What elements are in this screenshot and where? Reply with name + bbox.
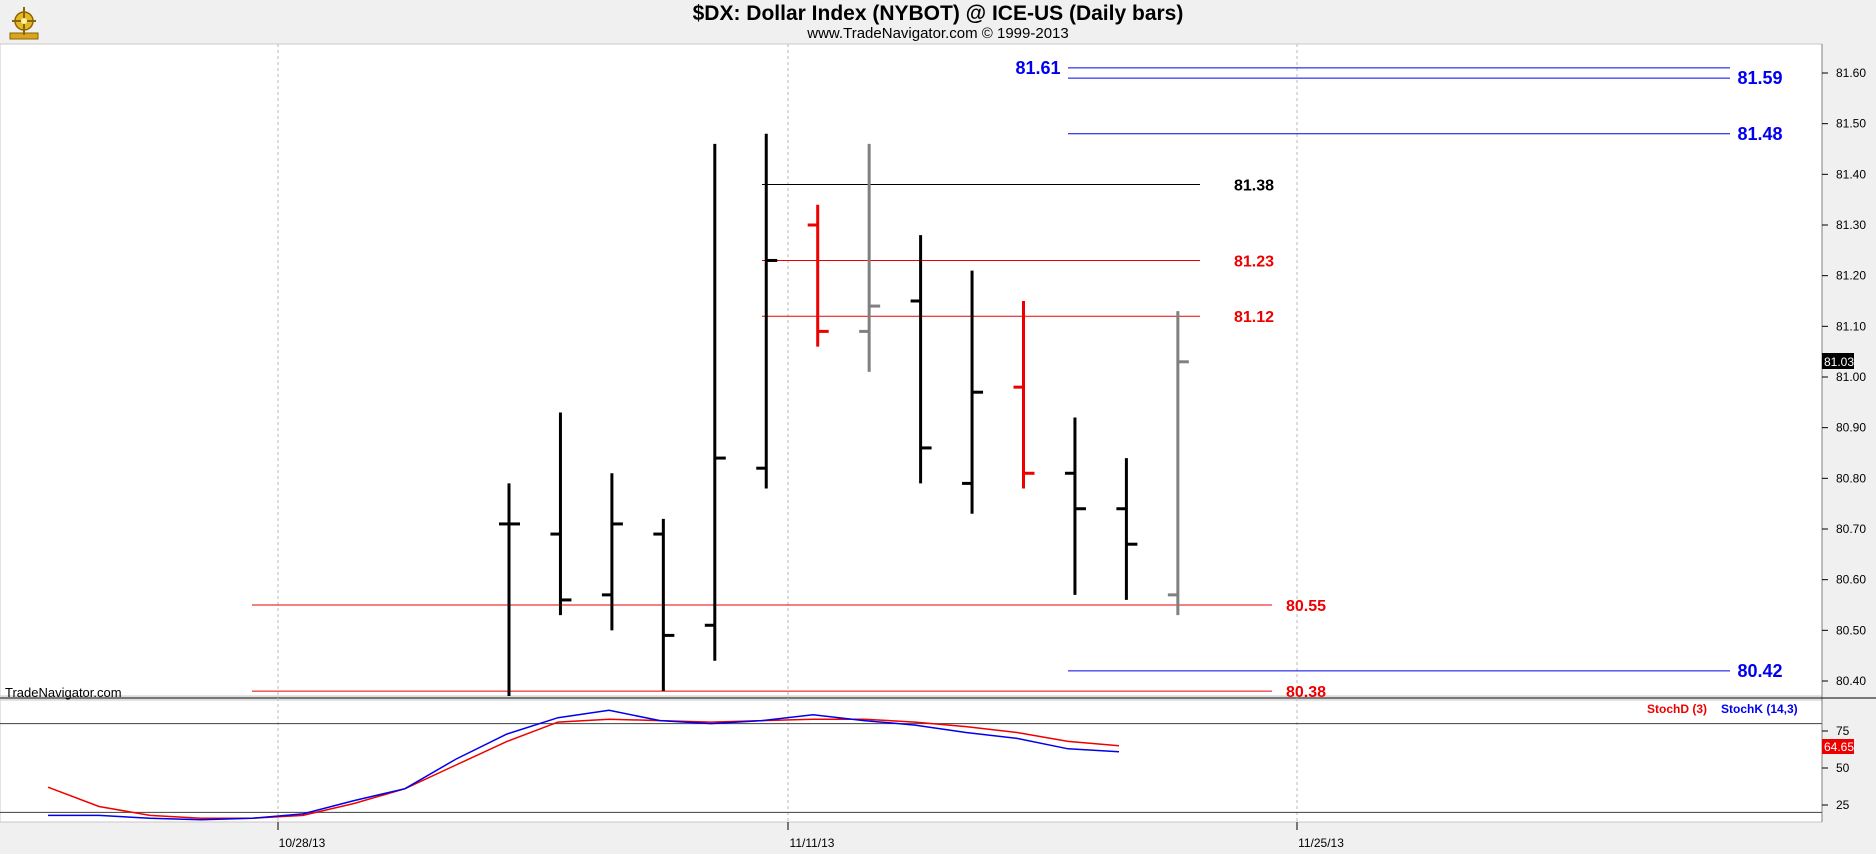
price-tick-label: 81.10 [1836, 319, 1866, 333]
level-label: 81.23 [1234, 253, 1274, 270]
tradenavigator-logo-icon [9, 7, 39, 40]
level-label: 81.38 [1234, 177, 1274, 194]
last-price-label: 81.03 [1824, 355, 1854, 369]
date-x-axis: 10/28/13 11/11/13 11/25/13 [277, 822, 1344, 850]
date-tick-label: 11/25/13 [1298, 836, 1344, 850]
stoch-tick-label: 50 [1836, 761, 1850, 775]
price-tick-label: 81.60 [1836, 66, 1866, 80]
price-tick-label: 80.50 [1836, 623, 1866, 637]
level-label: 81.48 [1737, 124, 1782, 144]
watermark: TradeNavigator.com [5, 685, 122, 700]
chart-title: $DX: Dollar Index (NYBOT) @ ICE-US (Dail… [692, 2, 1184, 25]
legend-stochd: StochD (3) [1647, 702, 1707, 716]
price-tick-label: 81.00 [1836, 370, 1866, 384]
legend-stochk: StochK (14,3) [1721, 702, 1798, 716]
price-tick-label: 80.40 [1836, 674, 1866, 688]
price-tick-label: 81.30 [1836, 218, 1866, 232]
price-levels: 81.61 81.59 81.48 81.38 81.23 81.12 80.55 80.42… [252, 58, 1783, 701]
stoch-last-badge [1822, 739, 1854, 754]
last-price-badge [1822, 353, 1854, 369]
ohlc-bars [499, 133, 1189, 696]
price-tick-label: 81.20 [1836, 269, 1866, 283]
stochastic-y-axis: 25 50 75 [0, 723, 1850, 813]
price-tick-label: 80.70 [1836, 522, 1866, 536]
date-tick-label: 11/11/13 [790, 836, 835, 850]
level-label: 81.61 [1015, 58, 1060, 78]
stochastic-panel [0, 699, 1823, 823]
price-panel [0, 43, 1823, 697]
level-label: 80.42 [1737, 661, 1782, 681]
price-tick-label: 81.50 [1836, 117, 1866, 131]
level-label: 81.59 [1737, 68, 1782, 88]
price-tick-label: 80.90 [1836, 421, 1866, 435]
stoch-tick-label: 75 [1836, 724, 1850, 738]
stoch-last-label: 64.65 [1824, 740, 1854, 754]
price-tick-label: 80.60 [1836, 573, 1866, 587]
price-tick-label: 80.80 [1836, 471, 1866, 485]
level-label: 80.38 [1286, 684, 1326, 701]
date-tick-label: 10/28/13 [279, 836, 326, 850]
price-tick-label: 81.40 [1836, 167, 1866, 181]
stoch-series-line [48, 709, 1120, 821]
stoch-tick-label: 25 [1836, 798, 1850, 812]
level-label: 80.55 [1286, 598, 1326, 615]
chart-subtitle: www.TradeNavigator.com © 1999-2013 [807, 25, 1069, 42]
price-y-axis: 80.40 80.50 80.60 80.70 80.80 80.90 81.00 81.10… [1822, 66, 1866, 688]
stochastic-lines [47, 709, 1120, 821]
level-label: 81.12 [1234, 309, 1274, 326]
chart-header: $DX: Dollar Index (NYBOT) @ ICE-US (Dail… [0, 0, 1876, 44]
vertical-gridlines [277, 44, 1298, 822]
